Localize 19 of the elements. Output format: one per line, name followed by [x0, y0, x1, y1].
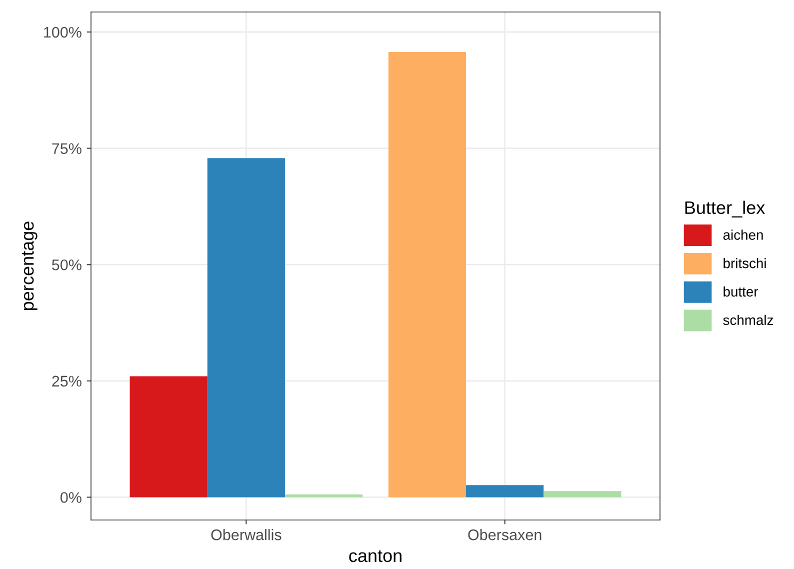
y-tick-label: 50% [52, 259, 82, 270]
x-axis-title: canton [349, 550, 402, 562]
legend-title: Butter_lex [685, 200, 765, 218]
bar [544, 491, 622, 498]
y-tick-label: 0% [60, 492, 82, 503]
legend-label: britschi [724, 258, 766, 268]
y-tick-label: 25% [52, 376, 82, 387]
bar [388, 52, 466, 498]
y-axis-title: percentage [22, 222, 38, 310]
y-tick-label: 100% [44, 26, 82, 38]
legend-label: butter [724, 286, 758, 297]
bar [130, 376, 208, 498]
legend-label: schmalz [723, 314, 774, 326]
legend-label: aichen [723, 230, 763, 240]
bar [466, 485, 544, 498]
y-tick-label: 75% [52, 143, 82, 154]
x-tick-label: Oberwallis [211, 529, 282, 540]
x-tick-label: Obersaxen [468, 529, 542, 540]
bar [207, 158, 285, 498]
